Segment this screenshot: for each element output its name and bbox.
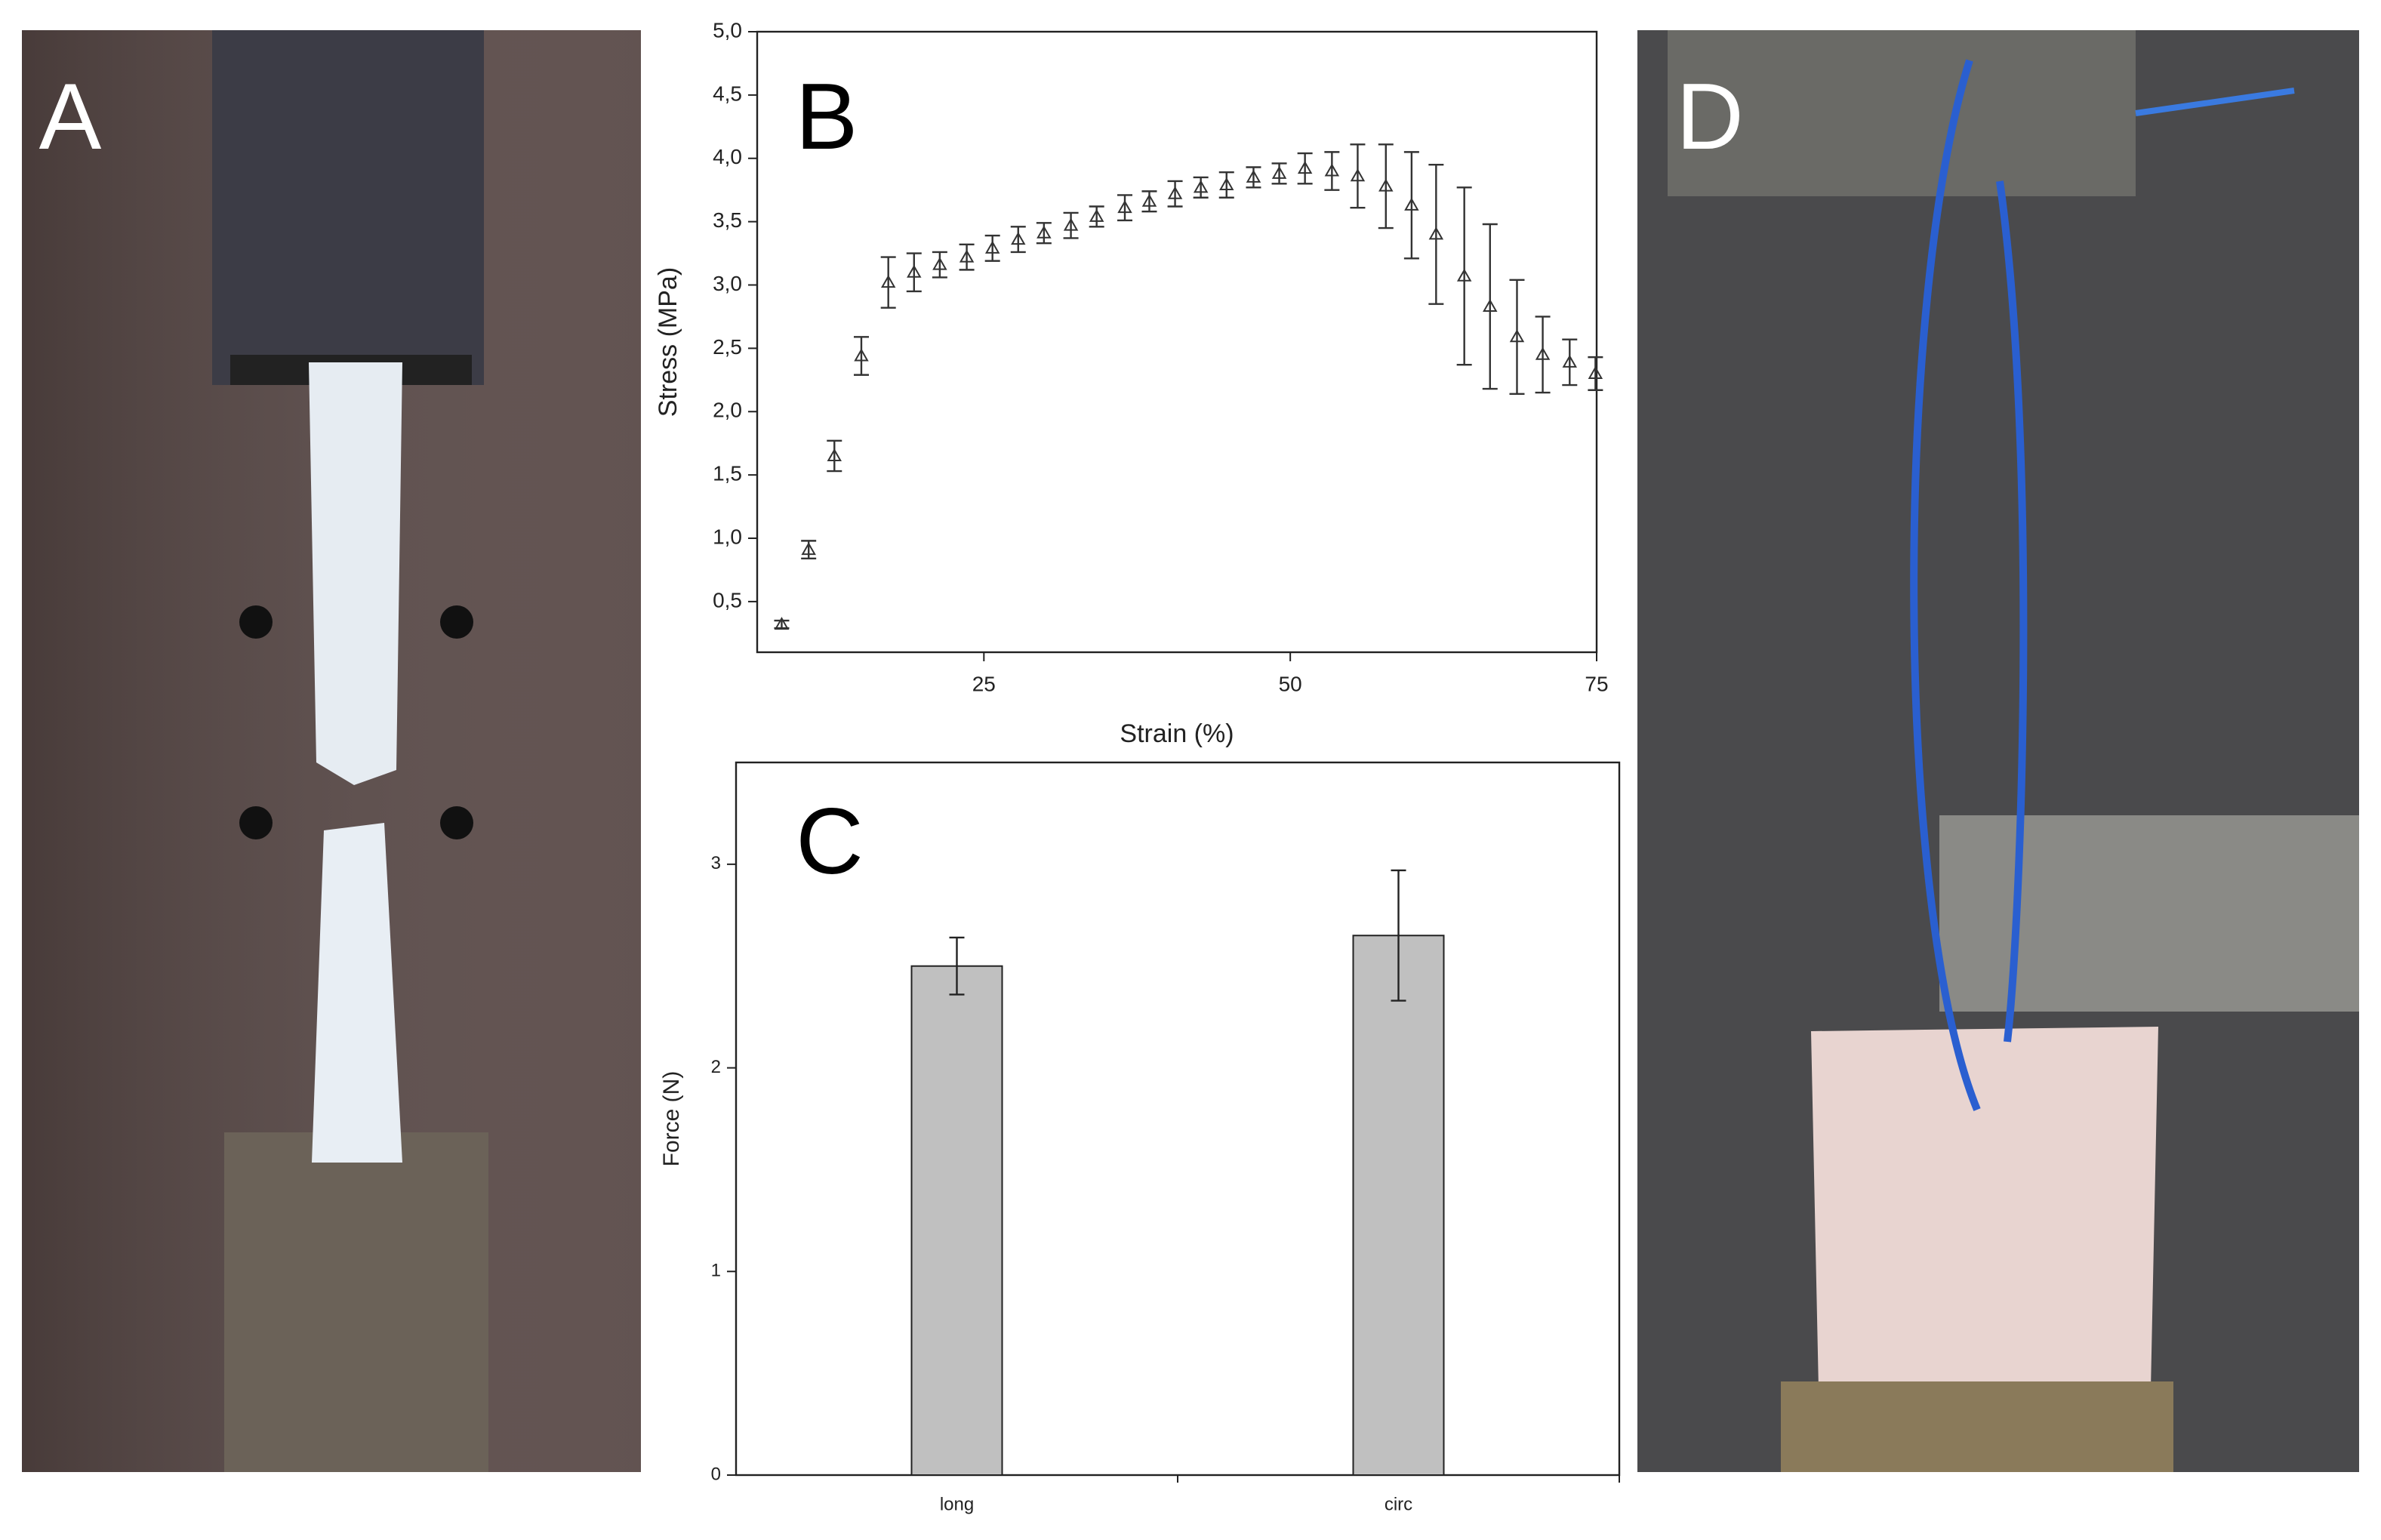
marker <box>1562 354 1578 368</box>
plot-frame <box>735 761 1621 1477</box>
photo-a <box>22 30 641 1472</box>
y-tick-label: 3 <box>711 853 721 873</box>
error-bar <box>1167 180 1183 208</box>
x-tick-label: 25 <box>972 672 996 695</box>
marker <box>959 249 975 263</box>
marker <box>1246 169 1261 183</box>
error-bar <box>853 336 869 376</box>
error-bar <box>1010 226 1026 254</box>
error-bar <box>1428 163 1444 305</box>
marker <box>984 240 1000 254</box>
marker <box>1404 197 1419 211</box>
marker <box>1011 232 1026 245</box>
error-bar <box>1117 194 1133 222</box>
marker <box>1219 177 1234 190</box>
plot-frame <box>756 30 1598 654</box>
marker <box>1117 200 1132 214</box>
error-bar <box>1403 151 1419 260</box>
marker <box>827 448 842 461</box>
x-axis-label: Strain (%) <box>1120 719 1234 748</box>
bar <box>1352 935 1445 1477</box>
panel-label: D <box>1676 65 1744 169</box>
panel-label: A <box>39 65 102 169</box>
marker <box>1509 329 1525 343</box>
y-tick-label: 2,5 <box>713 335 742 359</box>
y-tick-label: 1,0 <box>713 525 742 548</box>
panel-label: B <box>796 65 858 169</box>
y-tick-label: 3,0 <box>713 272 742 295</box>
y-tick-label: 3,5 <box>713 208 742 232</box>
error-bar <box>949 936 965 996</box>
y-tick-label: 1 <box>711 1261 721 1281</box>
marker <box>1063 217 1079 231</box>
error-bar <box>959 243 975 271</box>
panel-label: C <box>796 790 864 894</box>
marker <box>1428 226 1444 240</box>
y-tick-label: 4,0 <box>713 145 742 168</box>
error-bar <box>1218 171 1234 199</box>
marker <box>1036 225 1052 239</box>
error-bar <box>1482 223 1498 390</box>
y-tick-label: 0 <box>711 1464 721 1484</box>
marker <box>1588 365 1603 379</box>
marker <box>1271 165 1287 179</box>
marker <box>1350 168 1366 182</box>
error-bar <box>1350 143 1366 209</box>
marker <box>1324 163 1340 177</box>
x-tick-label: 75 <box>1585 672 1608 695</box>
bar <box>910 965 1003 1476</box>
marker <box>1535 346 1551 360</box>
y-axis-label: Stress (MPa) <box>654 267 682 417</box>
y-tick-label: 0,5 <box>713 588 742 611</box>
error-bar <box>906 252 922 293</box>
y-axis-label: Force (N) <box>659 1071 684 1167</box>
marker <box>1089 208 1104 222</box>
marker <box>1141 193 1157 207</box>
error-bar <box>984 234 1000 262</box>
y-tick-label: 2,0 <box>713 399 742 422</box>
error-bar <box>1588 356 1603 391</box>
marker <box>1378 178 1394 192</box>
error-bar <box>1297 152 1313 185</box>
marker <box>880 275 896 288</box>
error-bar <box>1063 211 1079 239</box>
error-bar <box>1509 279 1525 395</box>
photo-d <box>1637 30 2359 1472</box>
error-bar <box>1391 869 1406 1002</box>
marker <box>1456 268 1472 282</box>
error-bar <box>1324 151 1340 191</box>
error-bar <box>827 439 842 473</box>
marker <box>907 264 922 278</box>
x-tick-label: long <box>940 1494 974 1514</box>
y-tick-label: 1,5 <box>713 462 742 485</box>
marker <box>801 542 816 556</box>
error-bar <box>932 251 947 279</box>
y-tick-label: 2 <box>711 1057 721 1077</box>
marker <box>854 348 869 362</box>
y-tick-label: 5,0 <box>713 18 742 42</box>
marker <box>1483 299 1498 313</box>
error-bar <box>1378 143 1394 229</box>
marker <box>932 257 947 270</box>
error-bar <box>1562 338 1578 387</box>
marker <box>774 617 790 630</box>
error-bar <box>1456 186 1472 366</box>
x-tick-label: circ <box>1385 1494 1412 1514</box>
marker <box>1193 180 1209 193</box>
error-bar <box>1535 316 1551 394</box>
marker <box>1297 161 1313 174</box>
error-bar <box>880 256 896 309</box>
x-tick-label: 50 <box>1279 672 1302 695</box>
marker <box>1167 186 1183 199</box>
y-tick-label: 4,5 <box>713 82 742 105</box>
